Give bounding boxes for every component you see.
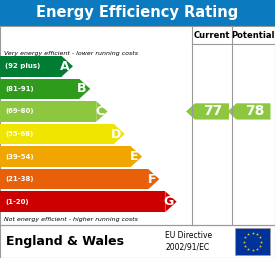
Text: (69-80): (69-80) — [5, 108, 34, 115]
Text: E: E — [130, 150, 139, 163]
Text: (39-54): (39-54) — [5, 154, 34, 159]
Text: C: C — [95, 105, 104, 118]
Polygon shape — [165, 191, 177, 212]
Polygon shape — [114, 124, 125, 144]
Polygon shape — [96, 101, 108, 122]
Text: F: F — [147, 173, 156, 186]
Text: England & Wales: England & Wales — [6, 235, 124, 248]
Polygon shape — [79, 79, 90, 99]
Text: D: D — [111, 127, 122, 141]
Polygon shape — [186, 103, 229, 119]
Bar — [0, 191, 165, 212]
Text: Not energy efficient - higher running costs: Not energy efficient - higher running co… — [4, 216, 138, 222]
Text: Very energy efficient - lower running costs: Very energy efficient - lower running co… — [4, 51, 138, 55]
Text: G: G — [163, 195, 173, 208]
Text: Current: Current — [194, 30, 230, 39]
Text: (81-91): (81-91) — [5, 86, 34, 92]
Text: (92 plus): (92 plus) — [5, 63, 40, 69]
Bar — [0, 26, 275, 225]
Polygon shape — [148, 169, 159, 189]
Text: Potential: Potential — [232, 30, 275, 39]
Bar — [0, 101, 96, 122]
Polygon shape — [131, 146, 142, 167]
Text: EU Directive
2002/91/EC: EU Directive 2002/91/EC — [165, 231, 212, 252]
Bar — [0, 79, 79, 99]
Polygon shape — [62, 56, 73, 77]
Polygon shape — [227, 103, 271, 119]
Bar — [235, 228, 270, 255]
Text: (21-38): (21-38) — [5, 176, 34, 182]
Bar — [0, 169, 148, 189]
Text: Energy Efficiency Rating: Energy Efficiency Rating — [36, 5, 239, 20]
Bar — [0, 56, 62, 77]
Text: A: A — [60, 60, 70, 73]
Bar — [0, 124, 114, 144]
Text: (1-20): (1-20) — [5, 199, 29, 205]
Text: 77: 77 — [204, 104, 223, 118]
Text: (55-68): (55-68) — [5, 131, 33, 137]
Bar — [0, 0, 275, 26]
Text: B: B — [77, 82, 87, 95]
Bar — [0, 146, 131, 167]
Text: 78: 78 — [245, 104, 264, 118]
